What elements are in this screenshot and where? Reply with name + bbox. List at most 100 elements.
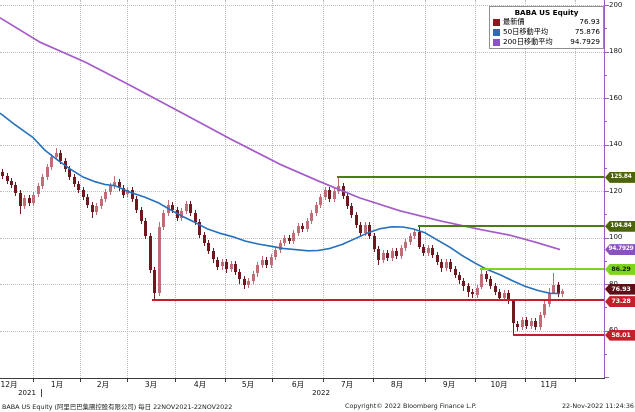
x-axis-year-label: 2022 — [312, 389, 330, 397]
x-axis-tick — [525, 379, 526, 382]
gridline-vertical — [80, 0, 81, 378]
candle — [543, 303, 547, 316]
candle — [520, 320, 524, 327]
y-axis-major-tick — [604, 51, 609, 53]
legend-value-ma50: 75.876 — [574, 27, 600, 36]
x-axis-tick — [272, 379, 273, 382]
candle — [556, 285, 560, 295]
candle — [507, 293, 511, 302]
gridline-vertical — [373, 0, 374, 378]
price-badge[interactable]: 86.29 — [605, 263, 635, 275]
gridline-horizontal — [0, 144, 604, 146]
gridline-horizontal — [0, 191, 604, 192]
candle — [359, 224, 363, 233]
candle — [440, 261, 443, 268]
candle — [534, 321, 538, 327]
candle — [547, 293, 551, 304]
y-axis-minor-tick — [604, 28, 607, 30]
candle — [287, 237, 291, 241]
legend-item-last-price[interactable]: 最新價 76.93 — [493, 17, 600, 27]
y-axis-label: 100 — [609, 233, 623, 241]
candle — [529, 321, 533, 326]
candle — [68, 168, 72, 177]
candle — [363, 224, 367, 233]
legend-label-last-price: 最新價 — [503, 17, 525, 26]
candle — [10, 180, 13, 186]
y-axis-major-tick — [604, 377, 609, 378]
moving-average-lines — [0, 17, 561, 295]
candle — [502, 293, 506, 298]
candle — [561, 291, 564, 295]
level-line — [513, 334, 604, 337]
candle — [171, 204, 175, 210]
x-axis-month-label: 3月 — [144, 380, 158, 389]
candle — [90, 204, 94, 212]
candle — [251, 273, 255, 281]
ma50-swatch-icon — [493, 28, 500, 36]
candle — [413, 231, 417, 237]
legend-value-ma200: 94.7929 — [570, 37, 600, 46]
candle — [552, 285, 555, 294]
y-axis-major-tick — [604, 5, 609, 6]
candle — [458, 274, 461, 281]
level-line — [152, 298, 604, 301]
candle — [41, 177, 45, 187]
x-axis-tick — [373, 379, 374, 382]
price-badge[interactable]: 104.84 — [605, 220, 635, 232]
y-axis-label: 80 — [609, 279, 618, 288]
legend-item-ma50[interactable]: 50日移動平均 75.876 — [493, 27, 600, 37]
candle — [444, 261, 448, 268]
candle — [189, 203, 193, 214]
price-badge[interactable]: 76.93 — [605, 283, 635, 295]
candle — [417, 231, 421, 247]
candle — [18, 193, 22, 207]
gridline-vertical — [575, 0, 576, 378]
candle — [386, 252, 390, 259]
candle — [157, 227, 161, 294]
candle — [72, 177, 76, 184]
price-badge[interactable]: 94.7929 — [605, 244, 635, 256]
candle — [220, 261, 224, 267]
plot-area[interactable] — [0, 0, 604, 379]
candle — [525, 320, 529, 326]
candle — [435, 254, 439, 262]
candle — [301, 225, 305, 230]
x-axis-month-label: 7月 — [340, 380, 354, 389]
candle — [449, 261, 452, 269]
price-badge[interactable]: 125.84 — [605, 171, 635, 183]
price-badge[interactable]: 73.28 — [605, 296, 635, 308]
x-axis-month-label: 11月 — [540, 380, 558, 389]
legend-item-ma200[interactable]: 200日移動平均 94.7929 — [493, 37, 600, 47]
candle — [368, 224, 372, 237]
candle — [346, 195, 349, 207]
x-axis-tick — [475, 379, 476, 382]
gridline-horizontal — [0, 237, 604, 239]
year-divider — [41, 389, 42, 397]
candle — [377, 249, 381, 260]
candle — [319, 196, 323, 205]
x-axis-tick — [80, 379, 81, 382]
y-axis-major-tick — [604, 284, 609, 285]
candle — [113, 181, 116, 187]
candle — [332, 191, 336, 200]
candle — [1, 172, 4, 176]
price-badge[interactable]: 58.01 — [605, 329, 635, 341]
candle — [211, 251, 215, 260]
x-axis-tick — [33, 379, 34, 382]
candle — [198, 222, 202, 236]
candle — [292, 232, 296, 241]
candle — [395, 251, 399, 257]
candle — [234, 264, 237, 273]
level-line — [418, 225, 604, 228]
candle — [139, 209, 143, 222]
candle — [81, 189, 85, 197]
candle — [498, 292, 502, 298]
candle — [305, 221, 309, 230]
candle — [511, 301, 515, 324]
legend-label-ma200: 200日移動平均 — [503, 37, 553, 46]
candle — [314, 204, 318, 213]
y-axis-minor-tick — [604, 307, 607, 309]
candle — [54, 152, 58, 158]
candle — [256, 265, 260, 274]
candle — [144, 221, 148, 237]
